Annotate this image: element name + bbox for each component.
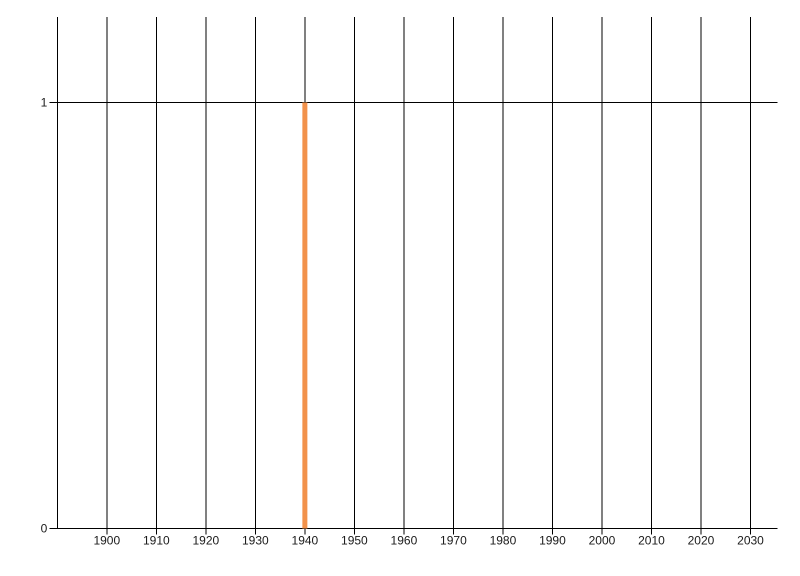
svg-text:1: 1 [41, 96, 48, 110]
svg-text:2010: 2010 [638, 534, 665, 548]
svg-text:1990: 1990 [539, 534, 566, 548]
svg-text:1900: 1900 [93, 534, 120, 548]
svg-text:2000: 2000 [589, 534, 616, 548]
svg-text:1970: 1970 [440, 534, 467, 548]
svg-text:1950: 1950 [341, 534, 368, 548]
svg-text:1910: 1910 [143, 534, 170, 548]
svg-text:1920: 1920 [192, 534, 219, 548]
svg-text:1960: 1960 [391, 534, 418, 548]
svg-text:2030: 2030 [737, 534, 764, 548]
svg-text:1980: 1980 [490, 534, 517, 548]
svg-text:0: 0 [41, 522, 48, 536]
svg-text:1940: 1940 [292, 534, 319, 548]
svg-text:2020: 2020 [688, 534, 715, 548]
svg-text:1930: 1930 [242, 534, 269, 548]
